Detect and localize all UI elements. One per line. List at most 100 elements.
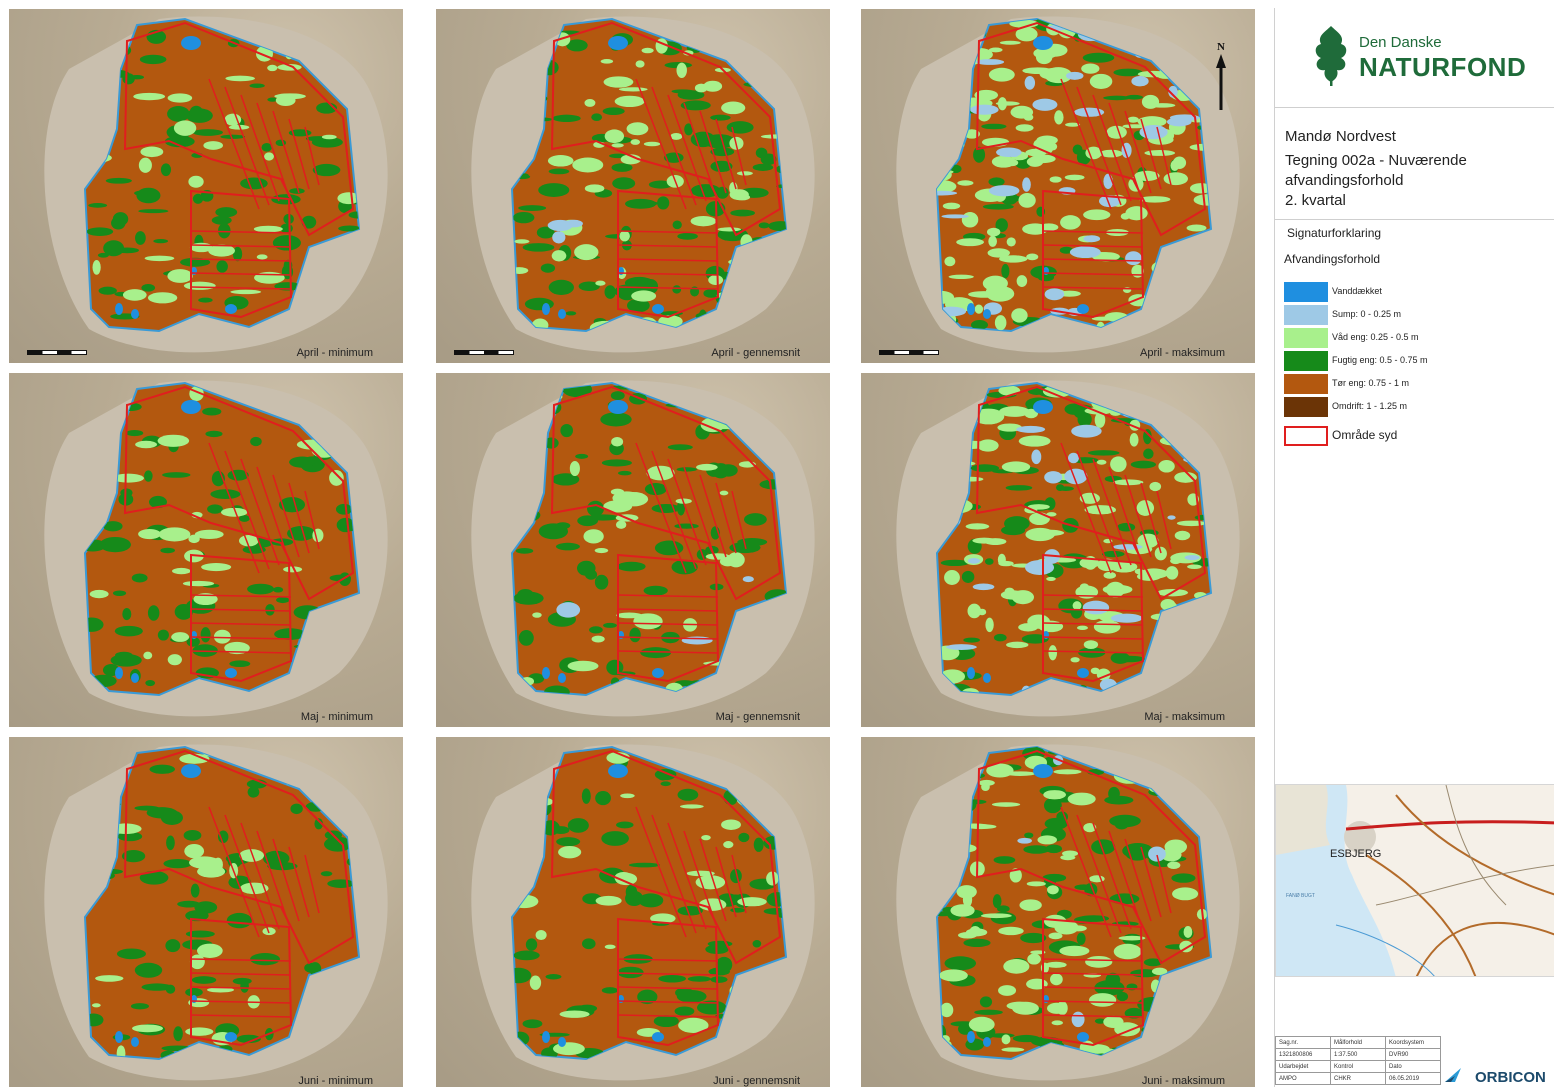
drainage-class-patch (536, 395, 551, 402)
drainage-class-patch (207, 504, 223, 514)
drainage-class-patch (1083, 209, 1111, 221)
drainage-class-patch (1051, 1020, 1063, 1026)
parcel-line (190, 636, 292, 640)
drainage-class-patch (743, 513, 767, 526)
drainage-class-patch (548, 168, 570, 175)
water-pond (558, 309, 566, 319)
water-pond (652, 304, 664, 314)
drainage-class-patch (182, 580, 215, 587)
drainage-class-patch (250, 953, 280, 966)
drainage-class-patch (545, 974, 562, 980)
drainage-class-patch (628, 862, 660, 868)
drainage-class-patch (112, 473, 144, 483)
drainage-class-patch (242, 545, 266, 554)
company-name: ORBICON (1475, 1069, 1546, 1086)
drainage-class-patch (108, 747, 138, 759)
drainage-class-patch (141, 983, 173, 991)
drainage-class-patch (1003, 959, 1030, 974)
drainage-class-patch (147, 605, 160, 621)
drainage-class-patch (997, 553, 1006, 566)
water-pond (983, 1037, 991, 1047)
drainage-class-patch (970, 104, 999, 115)
drainage-class-patch (1102, 550, 1125, 558)
drainage-class-patch (225, 75, 255, 82)
water-pond (967, 667, 975, 679)
parcel-line (683, 102, 717, 198)
drainage-class-patch (1113, 943, 1142, 960)
drainage-class-patch (998, 926, 1024, 936)
drainage-class-patch (737, 897, 767, 907)
drainage-class-patch (197, 943, 223, 958)
parcel-line (1042, 608, 1144, 612)
drainage-class-patch (556, 837, 581, 847)
drainage-class-patch (602, 107, 625, 116)
scale-bar (879, 350, 939, 355)
drainage-class-patch (230, 289, 262, 295)
parcel-line (731, 854, 747, 914)
drainage-class-patch (278, 497, 306, 513)
drainage-class-patch (672, 285, 682, 294)
map-panel: Maj - minimum (9, 373, 403, 727)
drainage-class-patch (1029, 512, 1050, 526)
drainage-class-patch (988, 185, 1020, 197)
drainage-class-patch (710, 976, 728, 983)
drainage-class-patch (256, 254, 268, 260)
drainage-class-patch (171, 567, 191, 575)
title-box: Mandø Nordvest Tegning 002a - Nuværende … (1275, 108, 1554, 220)
water-pond (115, 667, 123, 679)
drainage-class-patch (1001, 1034, 1011, 1045)
drainage-class-patch (314, 818, 323, 830)
drainage-class-patch (135, 440, 158, 449)
drainage-class-patch (719, 490, 729, 496)
drainage-class-patch (1085, 955, 1113, 968)
drainage-class-patch (1193, 194, 1211, 206)
drainage-class-patch (115, 247, 139, 254)
legend-label: Våd eng: 0.25 - 0.5 m (1332, 332, 1419, 342)
drainage-class-patch (1184, 33, 1201, 44)
title-block-row: Udarbejdet Kontrol Dato (1275, 1060, 1441, 1073)
drainage-class-patch (1001, 263, 1010, 279)
drainage-class-patch (985, 558, 994, 565)
drainage-class-patch (1072, 601, 1082, 611)
drainage-class-patch (185, 987, 203, 997)
parcel-line (617, 1000, 719, 1004)
drainage-class-patch (595, 895, 622, 906)
drainage-class-patch (540, 263, 556, 273)
drainage-class-patch (658, 974, 686, 983)
drainage-class-patch (582, 938, 596, 950)
drainage-class-patch (1031, 449, 1042, 465)
drainage-class-patch (1026, 253, 1039, 261)
map-panel: Juni - maksimum (861, 737, 1255, 1087)
parcel-line (190, 1014, 292, 1018)
drainage-class-patch (270, 538, 294, 546)
drainage-class-patch (603, 76, 634, 88)
drainage-class-patch (1054, 920, 1079, 935)
parcel-line (1140, 118, 1162, 190)
drainage-class-patch (1106, 125, 1127, 139)
drainage-class-patch (220, 134, 246, 139)
legend-swatch (1284, 351, 1328, 371)
drainage-class-patch (1094, 412, 1106, 428)
drainage-class-patch (1160, 848, 1182, 862)
drainage-class-patch (190, 883, 200, 898)
parcel-line (617, 650, 719, 654)
drainage-class-patch (552, 114, 581, 123)
parcel-line (617, 986, 719, 990)
drainage-class-patch (140, 146, 164, 158)
parcel-line (208, 78, 260, 210)
parcel-line (1042, 650, 1144, 654)
parcel-line (190, 958, 292, 962)
drainage-class-patch (653, 1015, 679, 1028)
drainage-class-patch (162, 472, 191, 478)
drainage-class-patch (641, 47, 654, 54)
drainage-class-patch (567, 660, 599, 672)
drainage-class-patch (961, 570, 975, 583)
drainage-class-patch (721, 819, 741, 830)
drainage-class-patch (606, 659, 624, 676)
parcel-line (272, 838, 300, 922)
parcel-line (224, 450, 270, 570)
parcel-line (1042, 244, 1144, 248)
drainage-class-patch (595, 280, 606, 286)
drainage-map (896, 16, 1240, 353)
drainage-class-patch (991, 155, 1016, 168)
